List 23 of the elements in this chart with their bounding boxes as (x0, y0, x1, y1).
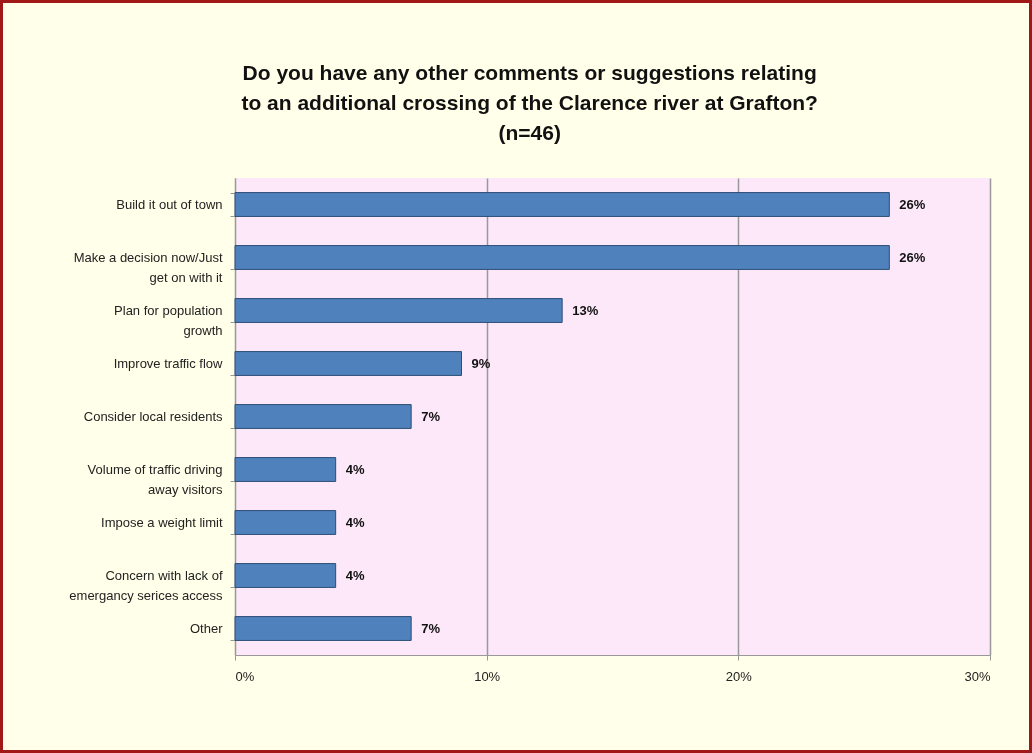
y-tick-label: Make a decision now/Just get on with it (73, 250, 223, 285)
y-tick-label: Impose a weight limit (101, 515, 223, 530)
data-label: 13% (572, 302, 599, 318)
y-tick-label: Plan for population growth (114, 303, 223, 338)
x-tick-label: 10% (474, 668, 501, 684)
data-label: 9% (471, 355, 491, 371)
data-label: 4% (345, 567, 365, 583)
y-tick-label: Volume of traffic driving away visitors (87, 462, 223, 497)
y-tick-label: Improve traffic flow (113, 356, 224, 371)
y-tick-label: Other (189, 621, 224, 636)
y-tick-label: Consider local residents (83, 409, 223, 424)
x-tick-label: 20% (725, 668, 753, 684)
y-tick-label: Concern with lack of emergancy serices access (69, 568, 223, 603)
data-label: 7% (421, 620, 441, 636)
x-tick-label: 30% (964, 668, 991, 684)
x-tick-label: 0% (235, 668, 255, 684)
chart-title: Do you have any other comments or suggestions relating to an additional crossing of the Clarence river at Grafton? (n=46) (241, 61, 818, 144)
data-label: 26% (899, 196, 926, 212)
data-label: 4% (345, 461, 365, 477)
data-label: 26% (899, 249, 926, 265)
y-tick-label: Build it out of town (116, 197, 223, 212)
data-label: 4% (345, 514, 365, 530)
data-label: 7% (421, 408, 441, 424)
